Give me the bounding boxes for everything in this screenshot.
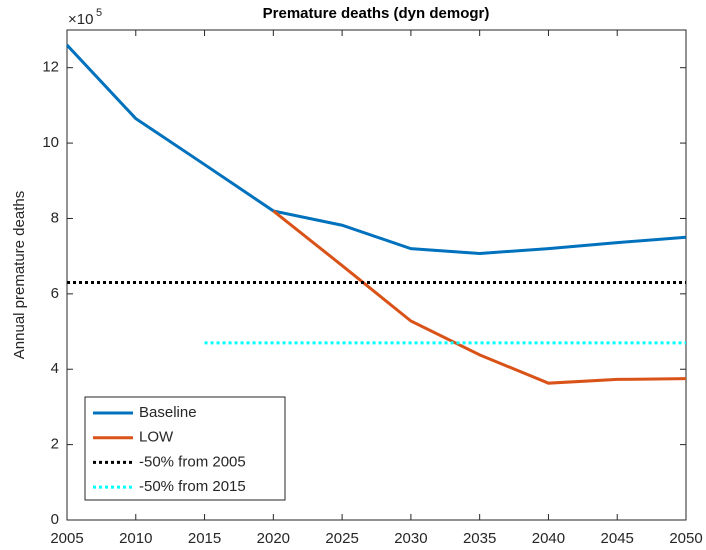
x-tick-label: 2040 <box>532 530 565 547</box>
y-tick-label: 6 <box>51 285 59 302</box>
chart-title: Premature deaths (dyn demogr) <box>263 5 490 22</box>
x-tick-label: 2010 <box>119 530 152 547</box>
x-tick-label: 2015 <box>188 530 221 547</box>
legend-label: LOW <box>139 429 174 446</box>
y-tick-label: 8 <box>51 209 59 226</box>
y-tick-label: 0 <box>51 511 59 528</box>
series-line <box>65 44 687 256</box>
series-line <box>272 209 687 385</box>
x-tick-label: 2050 <box>669 530 702 547</box>
legend-label: -50% from 2005 <box>139 453 246 470</box>
legend-label: -50% from 2015 <box>139 478 246 495</box>
legend-label: Baseline <box>139 404 197 421</box>
y-tick-label: 12 <box>42 59 59 76</box>
y-axis-label: Annual premature deaths <box>11 191 28 359</box>
y-tick-label: 10 <box>42 134 59 151</box>
y-exponent-power: 5 <box>96 7 102 19</box>
y-tick-label: 2 <box>51 436 59 453</box>
legend-box <box>84 396 286 501</box>
x-tick-label: 2025 <box>325 530 358 547</box>
y-exponent-base: ×10 <box>68 11 93 28</box>
plot-frame <box>66 29 687 521</box>
x-tick-label: 2045 <box>601 530 634 547</box>
x-tick-label: 2020 <box>257 530 290 547</box>
x-tick-label: 2035 <box>463 530 496 547</box>
x-tick-label: 2030 <box>394 530 427 547</box>
x-tick-label: 2005 <box>50 530 83 547</box>
y-tick-label: 4 <box>51 360 59 377</box>
